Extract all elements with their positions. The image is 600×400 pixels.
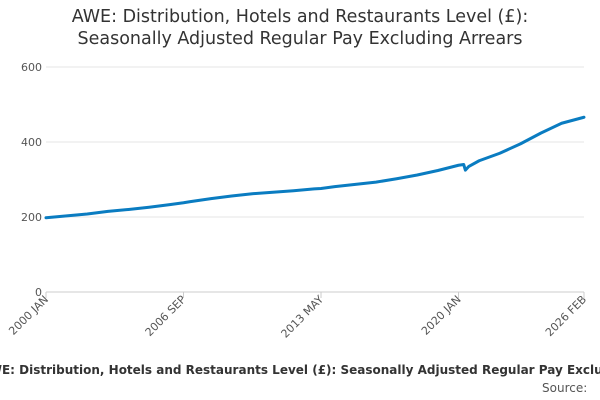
chart-title-line-2: Seasonally Adjusted Regular Pay Excludin… [77, 29, 523, 49]
y-tick-label-600: 600 [21, 61, 42, 74]
source-label: Source: [542, 381, 588, 395]
x-tick-label-3: 2020 JAN [419, 293, 464, 338]
x-tick-label-1: 2006 SEP [143, 293, 189, 339]
x-tick-label-4: 2026 FEB [543, 293, 589, 339]
legend-series-label: AWE: Distribution, Hotels and Restaurant… [0, 363, 600, 377]
series-line-0 [44, 115, 586, 220]
y-tick-label-200: 200 [21, 211, 42, 224]
x-tick-label-0: 2000 JAN [6, 293, 51, 338]
legend: AWE: Distribution, Hotels and Restaurant… [0, 363, 600, 381]
y-tick-label-400: 400 [21, 136, 42, 149]
chart-title: AWE: Distribution, Hotels and Restaurant… [0, 6, 600, 50]
chart-title-line-1: AWE: Distribution, Hotels and Restaurant… [71, 7, 529, 27]
y-tick-label-0: 0 [35, 286, 42, 299]
x-tick-label-2: 2013 MAY [278, 293, 326, 341]
